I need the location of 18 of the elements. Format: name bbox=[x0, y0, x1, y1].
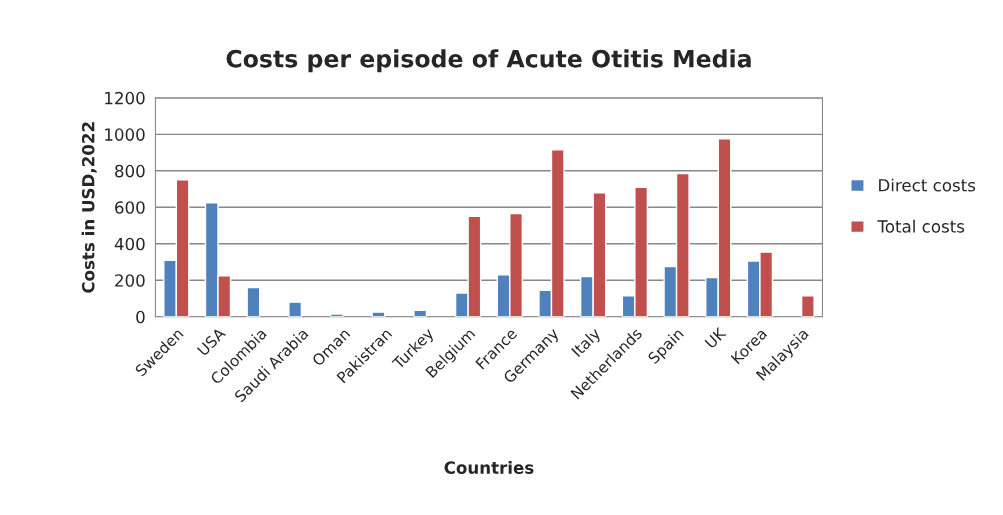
bar bbox=[800, 295, 815, 317]
chart-title: Costs per episode of Acute Otitis Media bbox=[226, 49, 751, 73]
x-axis-title: Countries bbox=[444, 461, 534, 474]
bar bbox=[288, 301, 303, 317]
bar bbox=[246, 286, 261, 317]
y-tick-label: 1000 bbox=[105, 128, 145, 141]
legend-label: Direct costs bbox=[879, 178, 976, 192]
legend-label: Total costs bbox=[877, 219, 965, 233]
bar bbox=[329, 313, 344, 317]
y-tick-label: 800 bbox=[115, 164, 145, 178]
y-tick-label: 1200 bbox=[105, 91, 145, 105]
y-axis-title: Costs in USD,2022 bbox=[81, 122, 97, 293]
bar bbox=[371, 311, 386, 317]
y-tick-label: 0 bbox=[136, 310, 145, 324]
y-tick-label: 200 bbox=[115, 274, 145, 287]
x-tick-label: UK bbox=[704, 326, 727, 349]
y-tick-label: 600 bbox=[115, 201, 145, 214]
y-tick-label: 400 bbox=[114, 237, 145, 251]
